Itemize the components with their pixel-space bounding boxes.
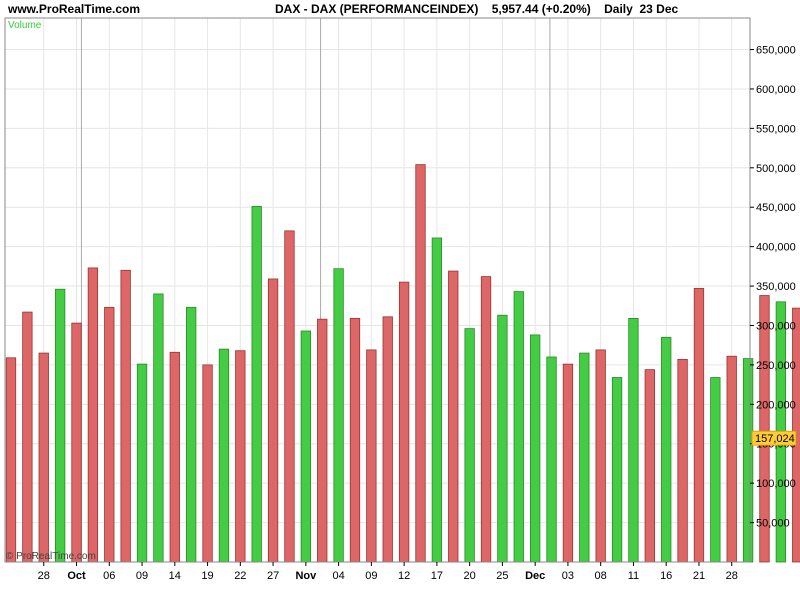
volume-bar[interactable] bbox=[513, 291, 524, 563]
volume-bar[interactable] bbox=[546, 356, 557, 563]
volume-bar[interactable] bbox=[5, 357, 17, 563]
y-tick-label: 250,000 bbox=[756, 360, 796, 372]
volume-bar[interactable] bbox=[317, 318, 328, 563]
volume-bar[interactable] bbox=[284, 230, 295, 563]
x-tick-label: 04 bbox=[332, 570, 344, 582]
volume-bar[interactable] bbox=[497, 314, 508, 563]
volume-bar[interactable] bbox=[136, 363, 148, 563]
panel-label: Volume bbox=[8, 20, 42, 31]
chart-date: 23 Dec bbox=[639, 2, 679, 16]
volume-bar[interactable] bbox=[267, 278, 279, 563]
volume-bar[interactable] bbox=[595, 349, 606, 563]
x-tick-label: 14 bbox=[169, 570, 181, 582]
x-tick-label: 22 bbox=[234, 570, 246, 582]
volume-bar[interactable] bbox=[726, 355, 737, 563]
volume-bar[interactable] bbox=[120, 269, 131, 563]
x-tick-label: Nov bbox=[295, 570, 317, 582]
symbol-name: DAX - DAX (PERFORMANCEINDEX) bbox=[275, 2, 479, 16]
volume-bar[interactable] bbox=[87, 267, 99, 563]
volume-bar[interactable] bbox=[661, 336, 672, 563]
y-tick-label: 100,000 bbox=[756, 478, 796, 490]
volume-bar[interactable] bbox=[644, 369, 655, 563]
volume-bar[interactable] bbox=[398, 281, 410, 563]
timeframe: Daily bbox=[604, 2, 633, 16]
volume-bar[interactable] bbox=[382, 316, 393, 563]
y-tick-label: 400,000 bbox=[756, 242, 796, 254]
x-tick-label: Dec bbox=[525, 570, 545, 582]
volume-bar[interactable] bbox=[186, 306, 197, 563]
x-tick-label: 20 bbox=[464, 570, 476, 582]
x-tick-label: 28 bbox=[38, 570, 50, 582]
y-tick-label: 350,000 bbox=[756, 281, 796, 293]
volume-bar[interactable] bbox=[54, 288, 66, 563]
last-value-badge bbox=[751, 430, 797, 446]
volume-bar[interactable] bbox=[235, 350, 246, 563]
volume-bar[interactable] bbox=[202, 364, 213, 563]
volume-bar[interactable] bbox=[333, 268, 344, 563]
x-tick-label: 17 bbox=[431, 570, 443, 582]
volume-bar[interactable] bbox=[464, 328, 475, 563]
y-tick-label: 600,000 bbox=[756, 84, 796, 96]
volume-bar[interactable] bbox=[104, 306, 115, 563]
y-tick-label: 300,000 bbox=[756, 320, 796, 332]
volume-bar[interactable] bbox=[677, 358, 688, 563]
volume-bar[interactable] bbox=[251, 206, 262, 563]
plot-border bbox=[4, 17, 751, 563]
copyright-text: © ProRealTime.com bbox=[6, 551, 96, 562]
volume-bar[interactable] bbox=[742, 358, 754, 563]
x-tick-label: 28 bbox=[726, 570, 738, 582]
volume-bar[interactable] bbox=[530, 334, 541, 563]
x-tick-label: 12 bbox=[398, 570, 410, 582]
instrument-info: DAX - DAX (PERFORMANCEINDEX) 5,957.44 (+… bbox=[275, 2, 678, 16]
volume-bar[interactable] bbox=[38, 352, 49, 563]
volume-bar[interactable] bbox=[628, 317, 639, 563]
volume-bar[interactable] bbox=[300, 330, 311, 563]
volume-bar[interactable] bbox=[71, 322, 82, 563]
volume-bar[interactable] bbox=[611, 377, 623, 563]
y-tick-label: 50,000 bbox=[756, 518, 790, 530]
x-tick-label: 11 bbox=[628, 570, 639, 582]
price-change: 5,957.44 (+0.20%) bbox=[491, 2, 591, 16]
y-tick-label: 650,000 bbox=[756, 45, 796, 57]
volume-bar[interactable] bbox=[169, 351, 180, 563]
y-tick-label: 500,000 bbox=[756, 163, 796, 175]
volume-bar[interactable] bbox=[349, 317, 361, 563]
volume-bar[interactable] bbox=[431, 237, 443, 563]
x-tick-label: 25 bbox=[496, 570, 508, 582]
x-tick-label: 09 bbox=[136, 570, 148, 582]
x-tick-label: 03 bbox=[562, 570, 574, 582]
volume-bar[interactable] bbox=[579, 352, 590, 563]
x-tick-label: 08 bbox=[595, 570, 607, 582]
y-tick-label: 200,000 bbox=[756, 399, 796, 411]
x-tick-label: 21 bbox=[693, 570, 705, 582]
volume-bar[interactable] bbox=[562, 363, 574, 563]
x-tick-label: 27 bbox=[267, 570, 279, 582]
volume-bar[interactable] bbox=[415, 164, 426, 563]
site-name[interactable]: www.ProRealTime.com bbox=[8, 2, 141, 16]
volume-bar[interactable] bbox=[480, 276, 492, 563]
x-tick-label: 16 bbox=[660, 570, 672, 582]
volume-bar[interactable] bbox=[22, 311, 33, 563]
x-tick-label: Oct bbox=[67, 570, 86, 582]
last-value-label: 157,024 bbox=[755, 433, 795, 445]
x-tick-label: 09 bbox=[365, 570, 377, 582]
chart-header: www.ProRealTime.com DAX - DAX (PERFORMAN… bbox=[0, 0, 800, 18]
volume-bar[interactable] bbox=[448, 270, 459, 563]
x-tick-label: 06 bbox=[103, 570, 115, 582]
volume-bar[interactable] bbox=[366, 349, 377, 563]
volume-bar[interactable] bbox=[710, 377, 721, 563]
y-tick-label: 550,000 bbox=[756, 123, 796, 135]
volume-bar[interactable] bbox=[218, 348, 230, 563]
volume-bar[interactable] bbox=[153, 293, 164, 563]
y-tick-label: 450,000 bbox=[756, 202, 796, 214]
volume-bar[interactable] bbox=[693, 288, 705, 563]
volume-bar[interactable] bbox=[759, 295, 770, 563]
x-tick-label: 19 bbox=[201, 570, 213, 582]
